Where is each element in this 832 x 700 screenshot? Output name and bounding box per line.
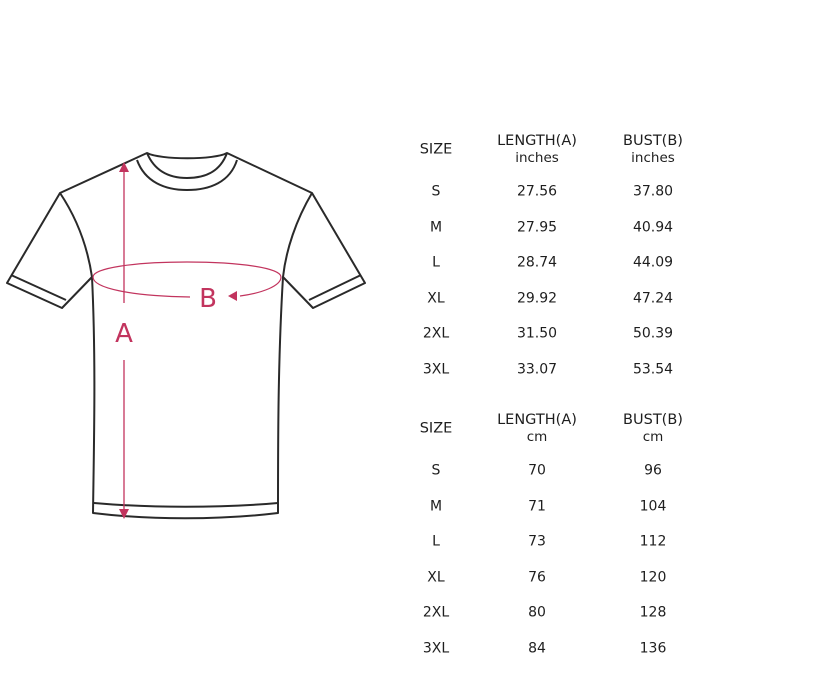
header-label: LENGTH(A) — [497, 412, 577, 428]
size-cell: M — [429, 219, 443, 236]
bust-cell: 40.94 — [632, 219, 674, 236]
arrow-up-icon — [119, 162, 129, 172]
size-cell: M — [429, 498, 443, 515]
bust-cell: 120 — [639, 569, 667, 586]
length-cell: 28.74 — [516, 254, 558, 271]
header-unit: cm — [642, 429, 664, 445]
size-cell: 2XL — [422, 604, 450, 621]
length-cell: 80 — [528, 604, 546, 621]
header-label: BUST(B) — [623, 412, 683, 428]
length-cell: 73 — [528, 533, 546, 550]
size-cell: 3XL — [422, 361, 450, 378]
bust-cell: 128 — [639, 604, 667, 621]
size-cell: L — [432, 254, 440, 271]
bust-cell: 53.54 — [632, 361, 674, 378]
length-cell: 84 — [528, 640, 546, 657]
bust-cell: 47.24 — [632, 290, 674, 307]
arrow-left-icon — [228, 291, 237, 301]
header-length: LENGTH(A) inches — [497, 133, 577, 167]
size-cell: XL — [427, 569, 445, 586]
label-b: B — [199, 284, 217, 314]
bust-cell: 50.39 — [632, 325, 674, 342]
length-cell: 71 — [528, 498, 546, 515]
length-cell: 70 — [528, 462, 546, 479]
bust-cell: 44.09 — [632, 254, 674, 271]
measurement-guides: A B — [92, 162, 282, 519]
length-cell: 76 — [528, 569, 546, 586]
header-unit: cm — [526, 429, 548, 445]
size-cell: 2XL — [422, 325, 450, 342]
length-cell: 27.56 — [516, 183, 558, 200]
bust-cell: 112 — [639, 533, 667, 550]
header-unit: inches — [631, 150, 675, 166]
header-size: SIZE — [419, 420, 453, 437]
size-cell: S — [431, 462, 441, 479]
bust-cell: 37.80 — [632, 183, 674, 200]
header-length: LENGTH(A) cm — [497, 412, 577, 446]
arrow-down-icon — [119, 509, 129, 519]
header-label: LENGTH(A) — [497, 133, 577, 149]
header-size: SIZE — [419, 141, 453, 158]
size-cell: S — [431, 183, 441, 200]
size-cell: L — [432, 533, 440, 550]
size-cell: 3XL — [422, 640, 450, 657]
size-cell: XL — [427, 290, 445, 307]
length-cell: 29.92 — [516, 290, 558, 307]
header-label: BUST(B) — [623, 133, 683, 149]
length-cell: 33.07 — [516, 361, 558, 378]
bust-ellipse — [92, 261, 282, 298]
bust-cell: 136 — [639, 640, 667, 657]
header-bust: BUST(B) cm — [623, 412, 683, 446]
tshirt-diagram: A B — [6, 152, 366, 520]
bust-cell: 96 — [644, 462, 662, 479]
header-unit: inches — [515, 150, 559, 166]
length-cell: 31.50 — [516, 325, 558, 342]
header-bust: BUST(B) inches — [623, 133, 683, 167]
length-cell: 27.95 — [516, 219, 558, 236]
tshirt-outline — [6, 152, 366, 520]
bust-cell: 104 — [639, 498, 667, 515]
label-a: A — [115, 319, 133, 349]
